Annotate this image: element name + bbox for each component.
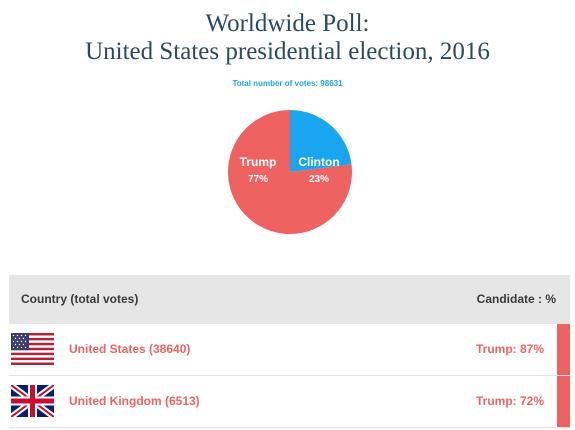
total-votes-text: Total number of votes: 98631 (232, 79, 343, 88)
pie-label-clinton: Clinton (298, 155, 339, 169)
title-line-1: Worldwide Poll: (205, 10, 370, 37)
country-name: United Kingdom (6513) (69, 394, 200, 408)
pie-slice-trump (228, 110, 352, 234)
country-name: United States (38640) (69, 342, 191, 356)
pie-percent-clinton: 23% (309, 174, 329, 185)
pie-chart-svg: Trump 77% Clinton 23% (228, 110, 352, 234)
table-row[interactable]: United States (38640) Trump: 87% (9, 324, 570, 376)
winner-color-bar (557, 376, 570, 427)
us-flag-icon (11, 333, 54, 365)
pie-slice-clinton (290, 110, 352, 172)
candidate-percent: Trump: 87% (475, 342, 544, 356)
page-title: Worldwide Poll: United States presidenti… (0, 10, 575, 66)
title-line-2: United States presidential election, 201… (85, 38, 490, 65)
uk-flag-icon (11, 385, 54, 417)
pie-chart: Trump 77% Clinton 23% (228, 110, 352, 234)
winner-color-bar (557, 324, 570, 375)
table-header: Country (total votes) Candidate : % (9, 275, 570, 324)
pie-label-trump: Trump (240, 155, 277, 169)
candidate-percent: Trump: 72% (475, 394, 544, 408)
header-country: Country (total votes) (21, 292, 139, 306)
results-table: Country (total votes) Candidate : % (9, 275, 570, 428)
header-candidate: Candidate : % (476, 292, 556, 306)
table-row[interactable]: United Kingdom (6513) Trump: 72% (9, 376, 570, 428)
pie-percent-trump: 77% (248, 174, 268, 185)
